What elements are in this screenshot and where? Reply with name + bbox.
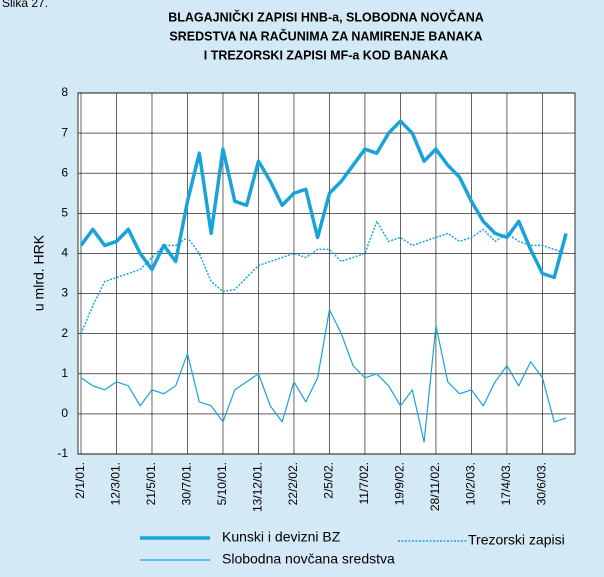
y-tick-label: 3 [61, 286, 68, 300]
x-tick-label: 19/9/02. [393, 462, 407, 505]
chart-title: I TREZORSKI ZAPISI MF-a KOD BANAKA [204, 48, 448, 62]
y-tick-label: 2 [61, 326, 68, 340]
chart-title: SREDSTVA NA RAČUNIMA ZA NAMIRENJE BANAKA [169, 28, 482, 43]
y-axis-label: u mlrd. HRK [31, 234, 47, 311]
x-tick-label: 30/7/01. [180, 462, 194, 505]
y-tick-label: 6 [61, 165, 68, 179]
plot-border [77, 92, 576, 455]
x-tick-label: 2/1/01. [73, 462, 87, 499]
y-tick-label: -1 [57, 446, 68, 460]
x-tick-label: 10/2/03. [464, 462, 478, 505]
x-tick-label: 5/10/01. [215, 462, 229, 505]
legend-label: Trezorski zapisi [468, 532, 565, 548]
x-tick-label: 11/7/02. [357, 462, 371, 504]
x-tick-label: 21/5/01. [144, 462, 158, 505]
x-tick-label: 17/4/03. [499, 462, 513, 505]
series-line [79, 119, 568, 280]
y-tick-label: 5 [61, 206, 68, 220]
x-tick-label: 22/2/02. [286, 462, 300, 505]
x-tick-label: 30/6/03. [535, 462, 549, 505]
y-tick-label: 1 [61, 366, 68, 380]
x-tick-label: 2/5/02. [322, 462, 336, 499]
y-tick-label: 0 [61, 406, 68, 420]
legend-label: Kunski i devizni BZ [222, 529, 341, 545]
x-tick-label: 28/11/02. [428, 462, 442, 511]
y-tick-label: 4 [61, 246, 68, 260]
plot-area [78, 93, 575, 454]
series-line [80, 220, 567, 334]
series-line [80, 309, 567, 443]
legend-label: Slobodna novčana sredstva [222, 551, 395, 567]
y-tick-label: 8 [61, 85, 68, 99]
x-tick-label: 13/12/01. [251, 462, 265, 512]
y-tick-label: 7 [61, 125, 68, 139]
x-tick-label: 12/3/01. [109, 462, 123, 505]
figure-label: Slika 27. [2, 0, 48, 10]
chart-title: BLAGAJNIČKI ZAPISI HNB-a, SLOBODNA NOVČA… [168, 9, 484, 24]
